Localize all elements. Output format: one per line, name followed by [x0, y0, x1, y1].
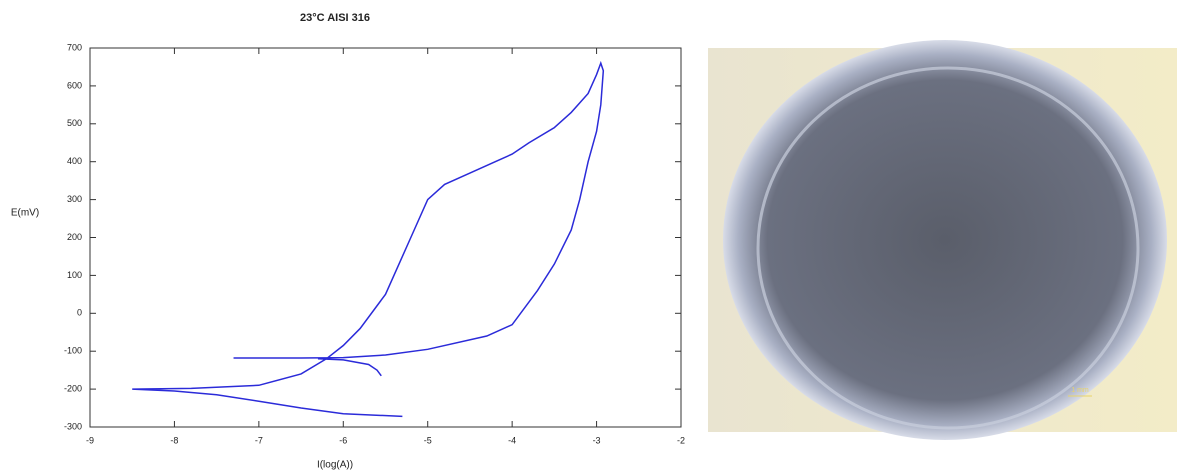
x-tick-label: -9 [86, 435, 94, 445]
scale-label: 1 mm [1071, 387, 1089, 394]
data-line [132, 60, 605, 418]
chart-title: 23°C AISI 316 [300, 12, 370, 24]
x-tick-label: -5 [424, 435, 432, 445]
x-tick-label: -8 [170, 435, 178, 445]
x-tick-label: -7 [255, 435, 263, 445]
y-tick-label: 600 [67, 80, 82, 90]
x-tick-label: -6 [339, 435, 347, 445]
disk-ring [756, 66, 1140, 430]
x-tick-label: -2 [677, 435, 685, 445]
y-tick-label: 300 [67, 194, 82, 204]
photo: 1 mm [708, 40, 1177, 440]
plot-frame [89, 47, 682, 428]
y-tick-label: 100 [67, 270, 82, 280]
y-tick-label: 200 [67, 232, 82, 242]
y-tick-label: 0 [77, 308, 82, 318]
y-tick-label: -200 [64, 383, 82, 393]
sample-disk [723, 40, 1167, 440]
x-axis-label: I(log(A)) [317, 460, 353, 471]
y-tick-label: -100 [64, 346, 82, 356]
y-tick-label: 700 [67, 42, 82, 52]
x-tick-label: -3 [593, 435, 601, 445]
x-tick-label: -4 [508, 435, 516, 445]
y-tick-label: 400 [67, 156, 82, 166]
y-tick-label: -300 [64, 421, 82, 431]
y-tick-label: 500 [67, 118, 82, 128]
y-axis-label: E(mV) [11, 208, 39, 219]
